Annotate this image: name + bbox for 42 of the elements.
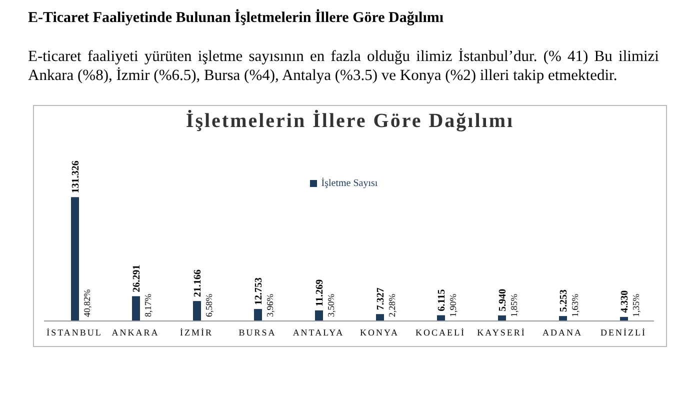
x-tick-label: İSTANBUL (46, 327, 102, 338)
data-label: 26.291 (132, 264, 142, 292)
data-label: 131.326 (70, 160, 82, 194)
annotation: 1,85% (509, 293, 520, 317)
bar (71, 197, 79, 321)
legend-label: İşletme Sayısı (321, 178, 378, 189)
chart-title: İşletmelerin İllere Göre Dağılımı (184, 110, 516, 133)
annotation: 1,35% (631, 293, 642, 317)
x-tick-label: KONYA (360, 327, 399, 338)
text: E-ticaret faaliyeti yürüten işletme sayısının en fazla olduğu ilimiz İstanbul’dur. (% 41) Bu ilimizi Ankara (%8), İzmir (%6.5), Bursa (%4), Antalya (%3.5) ve Konya (%2) illeri takip etmektedir. (28, 47, 659, 85)
x-tick-label: ANKARA (112, 327, 160, 338)
annotation: 8,17% (143, 293, 154, 317)
x-tick-label: KAYSERİ (477, 327, 526, 338)
data-label: 7.327 (376, 288, 386, 310)
data-label: 4.330 (620, 290, 630, 313)
annotation: 2,28% (387, 293, 398, 317)
data-label: 5.253 (558, 290, 570, 312)
x-tick-label: DENİZLİ (600, 327, 646, 338)
annotation: 6,58% (204, 293, 214, 317)
annotation: 3,50% (326, 293, 336, 317)
x-tick-label: ANTALYA (292, 327, 344, 338)
data-label: 5.940 (498, 288, 508, 312)
x-tick-label: BURSA (238, 327, 276, 338)
x-tick-label: ADANA (542, 327, 582, 338)
data-label: 11.269 (314, 279, 326, 306)
bar (315, 310, 323, 321)
annotation: 40,82% (82, 288, 92, 317)
bar (559, 316, 567, 321)
bar (376, 314, 384, 321)
data-label: 21.166 (192, 270, 204, 298)
data-label: 6.115 (436, 289, 448, 312)
x-tick-label: İZMİR (180, 327, 213, 338)
data-label: 12.753 (254, 277, 264, 305)
bar (132, 296, 140, 321)
text: E-Ticaret Faaliyetinde Bulunan İşletmelerin İllere Göre Dağılımı (28, 10, 445, 27)
annotation: 3,96% (265, 293, 276, 317)
bar (254, 308, 262, 321)
x-tick-label: KOCAELİ (416, 327, 466, 338)
annotation: 1,63% (570, 293, 580, 317)
annotation: 1,90% (448, 293, 458, 317)
bar (437, 315, 445, 321)
bar (193, 301, 201, 321)
